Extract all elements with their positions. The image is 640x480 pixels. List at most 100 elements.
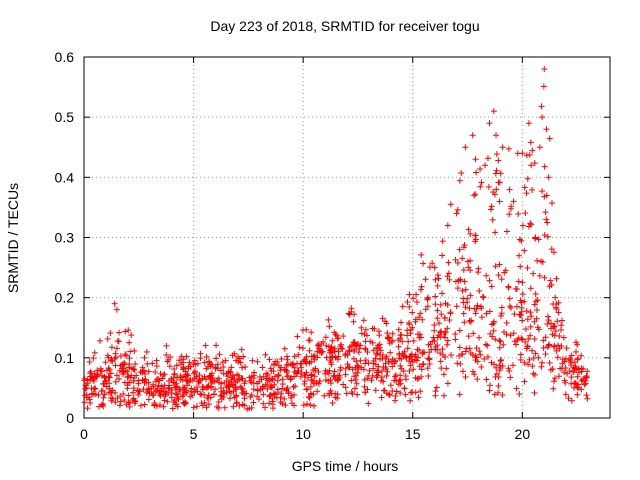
data-point: [506, 367, 513, 374]
data-point: [387, 382, 394, 389]
data-point: [474, 269, 481, 276]
data-point: [407, 362, 414, 369]
data-point: [495, 157, 502, 164]
data-point: [497, 312, 504, 319]
data-point: [311, 402, 318, 409]
data-point: [526, 151, 533, 158]
data-point: [291, 402, 298, 409]
data-point: [119, 361, 126, 368]
data-point: [365, 400, 372, 407]
data-point: [443, 365, 450, 372]
data-point: [550, 249, 557, 256]
data-point: [581, 381, 588, 388]
data-point: [231, 394, 238, 401]
data-point: [197, 355, 204, 362]
data-point: [311, 356, 318, 363]
data-point: [584, 368, 591, 375]
data-point: [362, 360, 369, 367]
data-point: [334, 377, 341, 384]
data-point: [188, 385, 195, 392]
data-point: [425, 294, 432, 301]
data-point: [516, 252, 523, 259]
data-point: [512, 341, 519, 348]
data-point: [225, 382, 232, 389]
data-point: [453, 303, 460, 310]
data-point: [383, 320, 390, 327]
data-point: [406, 368, 413, 375]
y-tick-label: 0.3: [55, 230, 75, 246]
data-point: [113, 345, 120, 352]
data-point: [574, 373, 581, 380]
data-point: [528, 313, 535, 320]
data-point: [437, 329, 444, 336]
data-point: [382, 360, 389, 367]
data-point: [122, 328, 129, 335]
data-point: [452, 330, 459, 337]
data-point: [135, 391, 142, 398]
data-point: [244, 406, 251, 413]
data-point: [486, 120, 493, 127]
data-point: [92, 385, 99, 392]
data-point: [503, 319, 510, 326]
data-point: [160, 371, 167, 378]
data-point: [447, 201, 454, 208]
data-point: [262, 404, 269, 411]
data-point: [485, 183, 492, 190]
data-point: [283, 386, 290, 393]
data-point: [578, 352, 585, 359]
data-point: [105, 354, 112, 361]
data-point: [329, 399, 336, 406]
data-point: [444, 341, 451, 348]
data-point: [456, 344, 463, 351]
data-point: [203, 404, 210, 411]
data-point: [501, 329, 508, 336]
data-point: [497, 357, 504, 364]
data-point: [415, 354, 422, 361]
data-point: [483, 272, 490, 279]
data-point: [523, 190, 530, 197]
data-point: [397, 362, 404, 369]
data-point: [372, 387, 379, 394]
data-point: [505, 145, 512, 152]
data-point: [178, 353, 185, 360]
data-point: [331, 348, 338, 355]
data-point: [541, 163, 548, 170]
data-point: [93, 373, 100, 380]
data-point: [259, 385, 266, 392]
data-point: [242, 364, 249, 371]
data-point: [137, 402, 144, 409]
data-point: [497, 364, 504, 371]
data-point: [205, 401, 212, 408]
data-point: [275, 372, 282, 379]
data-point: [163, 389, 170, 396]
data-point: [116, 329, 123, 336]
data-point: [418, 334, 425, 341]
data-point: [530, 370, 537, 377]
data-point: [220, 394, 227, 401]
data-point: [404, 298, 411, 305]
data-point: [351, 385, 358, 392]
data-point: [275, 371, 282, 378]
data-point: [90, 378, 97, 385]
data-point: [251, 369, 258, 376]
data-point: [558, 343, 565, 350]
data-point: [121, 397, 128, 404]
data-point: [227, 395, 234, 402]
data-point: [379, 351, 386, 358]
data-point: [437, 350, 444, 357]
data-point: [544, 344, 551, 351]
data-point: [149, 360, 156, 367]
data-point: [493, 167, 500, 174]
data-point: [191, 375, 198, 382]
data-point: [534, 297, 541, 304]
data-point: [547, 277, 554, 284]
data-point: [186, 359, 193, 366]
data-point: [323, 342, 330, 349]
data-point: [550, 385, 557, 392]
data-point: [456, 327, 463, 334]
data-point: [552, 294, 559, 301]
data-point: [458, 169, 465, 176]
data-point: [548, 246, 555, 253]
data-point: [418, 283, 425, 290]
data-point: [163, 351, 170, 358]
